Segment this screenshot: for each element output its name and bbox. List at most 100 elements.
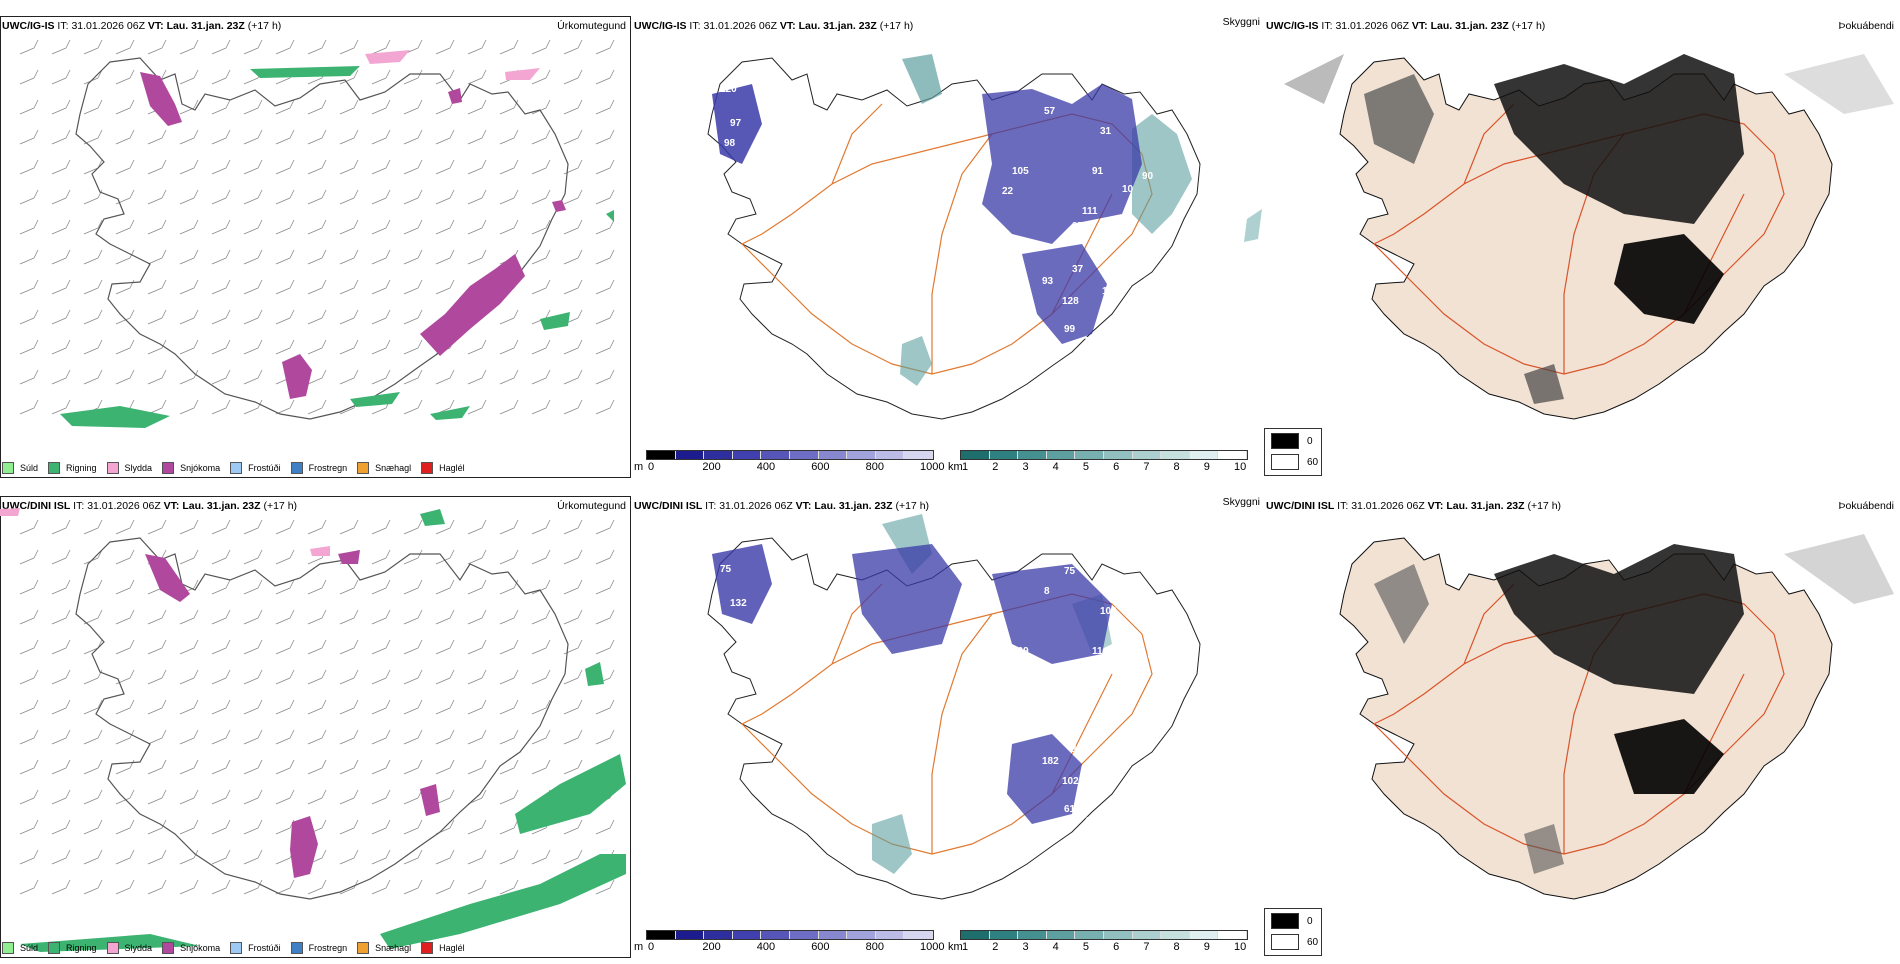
wind-barb — [403, 767, 419, 775]
panel-title: Skyggni — [1222, 496, 1260, 508]
legend-item: Frostregn — [290, 462, 347, 474]
wind-barb — [275, 677, 291, 685]
wind-barb-flag — [577, 669, 583, 679]
legend-item: Frostúði — [230, 942, 281, 954]
wind-barb — [371, 167, 387, 175]
wind-barb-flag — [577, 819, 583, 829]
wind-barb — [467, 227, 483, 235]
ceiling-visibility-panel: UWC/DINI ISL IT: 31.01.2026 06Z VT: Lau.… — [632, 494, 1264, 964]
wind-barb — [115, 167, 131, 175]
wind-barb-flag — [97, 729, 103, 739]
wind-barb-flag — [225, 189, 231, 199]
wind-barb — [371, 227, 387, 235]
wind-barb — [531, 227, 547, 235]
wind-barb — [51, 347, 67, 355]
cloud-base-label: 62 — [912, 384, 924, 395]
wind-barb — [179, 527, 195, 535]
wind-barb-flag — [481, 69, 487, 79]
wind-barb — [371, 557, 387, 565]
wind-barb-flag — [321, 159, 327, 169]
wind-barb — [19, 647, 35, 655]
wind-barb-flag — [129, 789, 135, 799]
wind-barb-flag — [417, 249, 423, 259]
wind-barb-flag — [321, 759, 327, 769]
wind-barb-flag — [481, 159, 487, 169]
wind-barb-flag — [225, 279, 231, 289]
wind-barb-flag — [321, 639, 327, 649]
wind-barb — [51, 677, 67, 685]
wind-barb — [531, 107, 547, 115]
fog-legend-item: 0 — [1271, 913, 1313, 929]
wind-barb-flag — [289, 99, 295, 109]
legend-item: Snæhagl — [357, 942, 411, 954]
wind-barb-flag — [129, 339, 135, 349]
wind-barb-flag — [225, 249, 231, 259]
wind-barb-flag — [97, 849, 103, 859]
wind-barb-flag — [577, 339, 583, 349]
wind-barb-flag — [161, 369, 167, 379]
wind-barb-flag — [321, 819, 327, 829]
wind-barb — [531, 827, 547, 835]
wind-barb — [243, 227, 259, 235]
wind-barb — [499, 377, 515, 385]
wind-barb — [595, 557, 611, 565]
wind-barb — [371, 77, 387, 85]
wind-barb-flag — [65, 639, 71, 649]
wind-barb-flag — [129, 519, 135, 529]
colorbar-segment — [961, 451, 990, 459]
wind-barb — [211, 767, 227, 775]
wind-barb — [243, 887, 259, 895]
wind-barb-flag — [129, 69, 135, 79]
wind-barb-flag — [65, 609, 71, 619]
colorbar-segment — [675, 931, 705, 939]
colorbar-tick: 800 — [865, 461, 884, 473]
wind-barb-flag — [193, 789, 199, 799]
panel-title: Skyggni — [1222, 16, 1260, 28]
wind-barb — [371, 47, 387, 55]
rain-areas — [60, 66, 614, 428]
wind-barb — [499, 527, 515, 535]
wind-barb — [435, 257, 451, 265]
wind-barb-flag — [97, 399, 103, 409]
wind-barb — [211, 647, 227, 655]
colorbar-segment — [847, 931, 876, 939]
wind-barb — [467, 767, 483, 775]
wind-barb — [307, 77, 323, 85]
wind-barb-flag — [577, 159, 583, 169]
wind-barb — [83, 857, 99, 865]
wind-barb — [563, 377, 579, 385]
wind-barb — [339, 77, 355, 85]
cloud-base-label: 8 — [1044, 586, 1050, 597]
wind-barb — [275, 77, 291, 85]
colorbar-segment — [1075, 451, 1104, 459]
wind-barb-flag — [417, 729, 423, 739]
wind-barb-flag — [129, 759, 135, 769]
wind-barb — [339, 227, 355, 235]
sleet-areas — [0, 508, 330, 556]
wind-barb-flag — [225, 789, 231, 799]
wind-barb-flag — [33, 879, 39, 889]
vt-label: VT: — [147, 20, 164, 32]
wind-barb-flag — [33, 819, 39, 829]
colorbar-segment — [1046, 451, 1076, 459]
wind-barb — [339, 767, 355, 775]
wind-barb — [563, 827, 579, 835]
fog-indicator-panel: UWC/IG-IS IT: 31.01.2026 06Z VT: Lau. 31… — [1264, 14, 1900, 484]
wind-barb-flag — [609, 609, 615, 619]
wind-barb-flag — [385, 819, 391, 829]
cloud-base-label: 109 — [1012, 646, 1029, 657]
wind-barb — [147, 347, 163, 355]
wind-barb — [435, 617, 451, 625]
wind-barb-flag — [385, 579, 391, 589]
wind-barb-flag — [385, 639, 391, 649]
wind-barb-flag — [257, 159, 263, 169]
wind-barb-flag — [449, 249, 455, 259]
wind-barb — [467, 587, 483, 595]
wind-barb — [339, 347, 355, 355]
lead-time: (+17 h) — [879, 20, 914, 32]
fog-legend-swatch — [1271, 934, 1299, 950]
wind-barb-flag — [513, 309, 519, 319]
fog-map — [1339, 534, 1894, 900]
iceland-outline — [707, 57, 1201, 420]
wind-barb-flag — [65, 819, 71, 829]
